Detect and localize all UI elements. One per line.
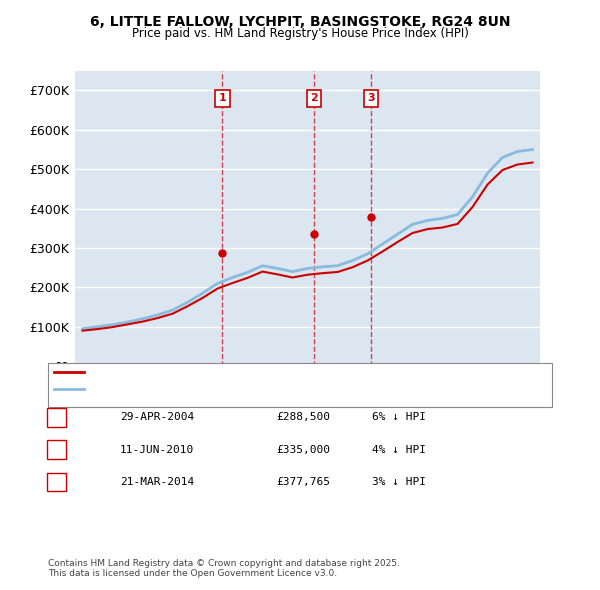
Text: 3: 3 (53, 477, 60, 487)
Text: 6, LITTLE FALLOW, LYCHPIT, BASINGSTOKE, RG24 8UN (detached house): 6, LITTLE FALLOW, LYCHPIT, BASINGSTOKE, … (89, 367, 448, 376)
Text: 6% ↓ HPI: 6% ↓ HPI (372, 412, 426, 422)
Text: £335,000: £335,000 (276, 445, 330, 454)
Text: 2: 2 (53, 445, 60, 454)
Text: HPI: Average price, detached house, Basingstoke and Deane: HPI: Average price, detached house, Basi… (89, 385, 391, 394)
Text: 4% ↓ HPI: 4% ↓ HPI (372, 445, 426, 454)
Text: £288,500: £288,500 (276, 412, 330, 422)
Text: Contains HM Land Registry data © Crown copyright and database right 2025.
This d: Contains HM Land Registry data © Crown c… (48, 559, 400, 578)
Text: 21-MAR-2014: 21-MAR-2014 (120, 477, 194, 487)
Text: 3: 3 (367, 93, 374, 103)
Text: £377,765: £377,765 (276, 477, 330, 487)
Text: 11-JUN-2010: 11-JUN-2010 (120, 445, 194, 454)
Text: 2: 2 (310, 93, 318, 103)
Text: 1: 1 (218, 93, 226, 103)
Text: Price paid vs. HM Land Registry's House Price Index (HPI): Price paid vs. HM Land Registry's House … (131, 27, 469, 40)
Text: 1: 1 (53, 412, 60, 422)
Text: 6, LITTLE FALLOW, LYCHPIT, BASINGSTOKE, RG24 8UN: 6, LITTLE FALLOW, LYCHPIT, BASINGSTOKE, … (90, 15, 510, 29)
Text: 29-APR-2004: 29-APR-2004 (120, 412, 194, 422)
Text: 3% ↓ HPI: 3% ↓ HPI (372, 477, 426, 487)
